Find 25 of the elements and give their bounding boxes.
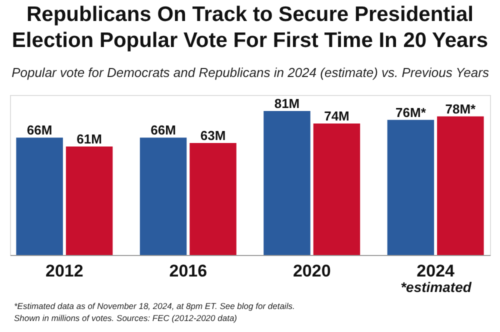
bar bbox=[387, 120, 434, 255]
bar bbox=[140, 138, 187, 255]
data-label: 66M bbox=[150, 122, 176, 138]
data-label: 61M bbox=[76, 132, 102, 147]
data-label: 81M bbox=[274, 96, 300, 111]
chart-title: Republicans On Track to Secure Presidential Election Popular Vote For First Time In 20 Years bbox=[12, 3, 488, 52]
x-tick-label: 2016 bbox=[169, 262, 208, 280]
data-label: 78M* bbox=[445, 101, 477, 116]
bar bbox=[66, 146, 113, 255]
data-label: 76M* bbox=[396, 104, 427, 120]
x-tick-label: 2024 bbox=[416, 262, 456, 280]
chart-subtitle: Popular vote for Democrats and Republicans in 2024 (estimate) vs. Previous Years bbox=[12, 65, 490, 80]
bar bbox=[264, 111, 310, 255]
text: *estimated bbox=[400, 279, 472, 295]
data-label: 63M bbox=[200, 128, 226, 143]
bar bbox=[16, 138, 63, 255]
text: Shown in millions of votes. Sources: FEC (2012-2020 data) bbox=[14, 313, 238, 323]
data-label: 74M bbox=[324, 108, 350, 124]
bar bbox=[190, 143, 236, 255]
x-tick-label: 2012 bbox=[46, 262, 84, 280]
bar bbox=[437, 116, 484, 255]
data-label: 66M bbox=[26, 122, 52, 138]
text: *Estimated data as of November 18, 2024, at 8pm ET. See blog for details. bbox=[14, 301, 295, 311]
x-tick-label: 2020 bbox=[292, 262, 331, 280]
bar bbox=[313, 123, 360, 255]
